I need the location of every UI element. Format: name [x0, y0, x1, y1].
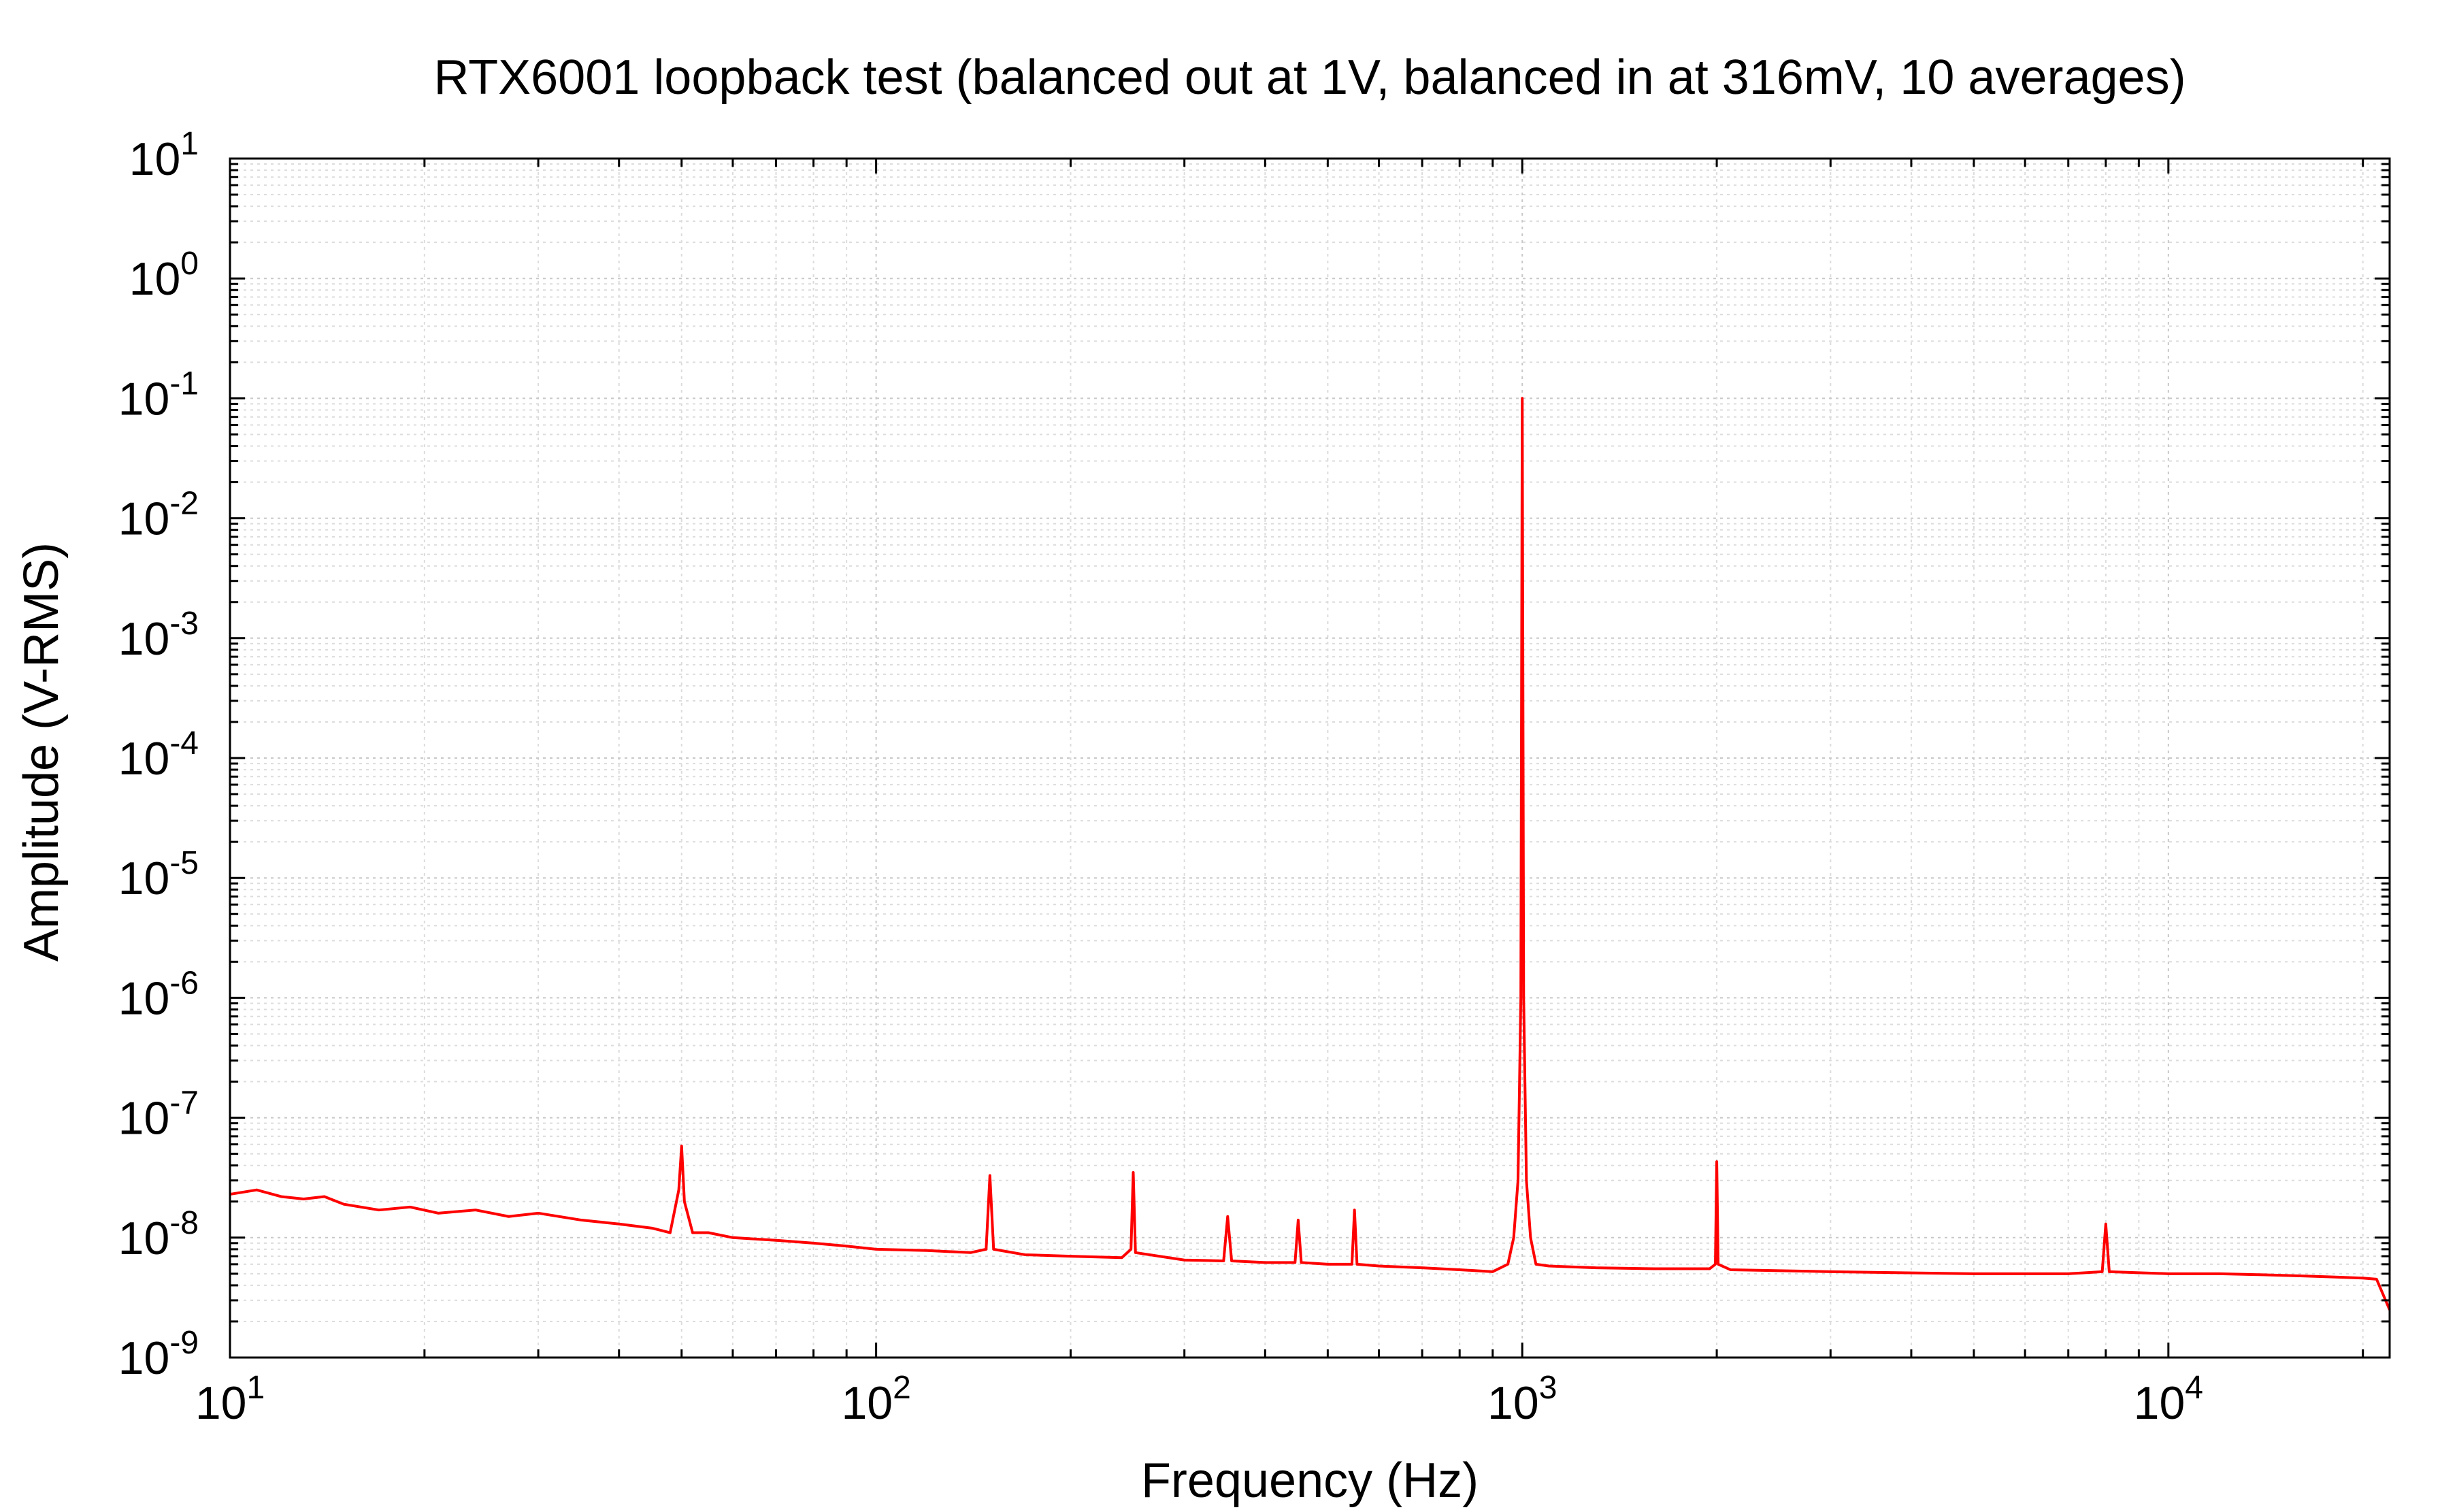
y-tick-label: 10-8 [118, 1205, 199, 1264]
y-tick-label: 10-4 [118, 725, 199, 785]
x-tick-label: 103 [1487, 1370, 1557, 1429]
y-tick-label: 100 [129, 246, 199, 305]
y-tick-label: 10-5 [118, 845, 199, 904]
y-axis-label: Amplitude (V-RMS) [14, 542, 69, 962]
y-tick-label: 10-7 [118, 1085, 199, 1145]
tick-marks [229, 157, 2390, 1359]
y-tick-label: 10-2 [118, 486, 199, 545]
y-tick-label: 10-1 [118, 365, 199, 425]
chart-title: RTX6001 loopback test (balanced out at 1… [433, 50, 2186, 105]
grid [229, 158, 2390, 1358]
x-tick-label: 102 [841, 1370, 910, 1429]
y-tick-label: 10-6 [118, 965, 199, 1024]
series-layer [229, 397, 2391, 1311]
y-tick-labels: 10-9 10-8 10-7 10-6 10-5 10-4 10-3 10-2 10-1 100 1… [118, 126, 199, 1384]
y-tick-label: 101 [129, 126, 199, 185]
y-tick-label: 10-3 [118, 606, 199, 665]
x-tick-label: 101 [195, 1370, 265, 1429]
x-axis-label: Frequency (Hz) [1141, 1453, 1479, 1508]
series-line [229, 397, 2391, 1311]
x-tick-labels: 101 102 103 104 [195, 1370, 2203, 1429]
x-tick-label: 104 [2134, 1370, 2203, 1429]
y-tick-label: 10-9 [118, 1325, 199, 1384]
